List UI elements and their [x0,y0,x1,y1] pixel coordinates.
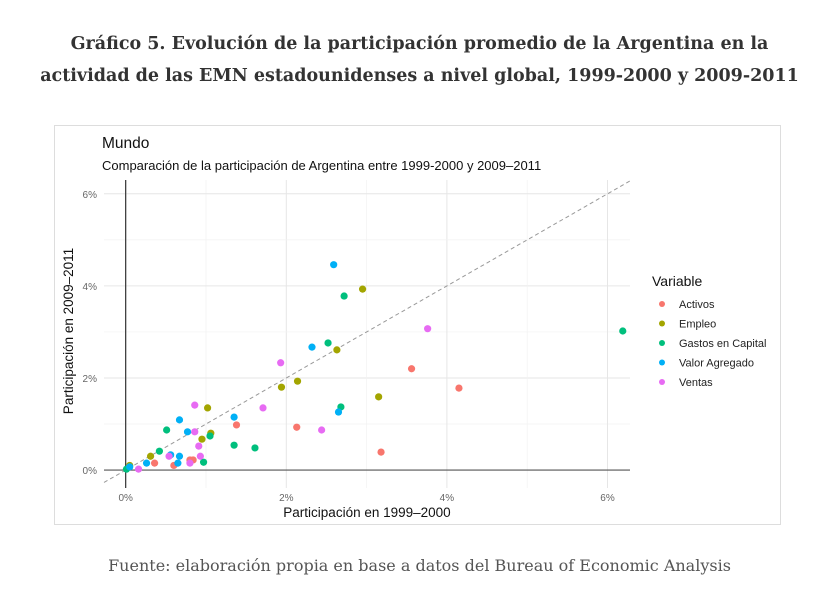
data-point-ventas [186,459,194,467]
data-point-ventas [424,325,432,333]
chart-frame [54,125,781,525]
legend-key [659,340,665,346]
data-point-empleo [198,435,206,443]
x-tick-label: 0% [118,493,133,504]
data-point-gastos-en-capital [155,447,164,455]
data-point-ventas [191,401,199,409]
data-point-ventas [259,404,267,412]
data-point-empleo [358,285,367,293]
data-point-ventas [277,359,285,367]
data-point-activos [293,423,301,431]
legend-label: Valor Agregado [679,358,754,370]
legend-key [659,359,665,366]
data-point-valor-agregado [183,428,192,436]
y-tick-label: 0% [83,466,98,477]
legend-label: Activos [679,299,715,311]
data-point-empleo [203,404,212,412]
legend-label: Empleo [679,319,716,331]
x-tick-label: 4% [440,493,455,504]
figure-title-line1: Gráfico 5. Evolución de la participación… [70,34,769,54]
data-point-ventas [195,442,203,450]
data-point-activos [150,459,159,467]
y-tick-label: 4% [83,282,98,293]
data-point-gastos-en-capital [163,426,171,434]
data-point-gastos-en-capital [251,444,259,452]
data-point-activos [232,421,241,429]
y-tick-label: 6% [83,190,98,201]
data-point-valor-agregado [142,459,151,467]
data-point-ventas [165,452,173,460]
data-point-empleo [146,452,155,460]
data-point-valor-agregado [175,452,184,460]
data-point-valor-agregado [334,408,343,416]
x-axis-label: Participación en 1999–2000 [283,505,450,520]
data-point-gastos-en-capital [199,458,208,466]
data-point-gastos-en-capital [230,441,238,449]
legend-key [659,379,665,385]
data-point-empleo [277,383,286,391]
legend-key [659,301,665,307]
data-point-valor-agregado [330,261,338,269]
data-point-activos [377,448,385,456]
figure-title: Gráfico 5. Evolución de la participación… [0,28,839,92]
legend-label: Ventas [679,377,713,389]
x-tick-label: 6% [600,493,615,504]
data-point-activos [455,384,463,392]
data-point-gastos-en-capital [340,292,348,300]
data-point-ventas [196,452,204,460]
data-point-ventas [318,426,326,434]
data-point-activos [407,365,416,373]
data-point-valor-agregado [175,416,184,424]
chart-title: Mundo [102,135,149,152]
caption: Fuente: elaboración propia en base a dat… [108,556,731,575]
data-point-valor-agregado [230,413,238,421]
y-axis-label: Participación en 2009–2011 [61,248,76,414]
data-point-valor-agregado [308,343,316,351]
data-point-valor-agregado [126,463,134,471]
legend-key [659,320,665,327]
data-point-gastos-en-capital [206,432,214,440]
data-point-ventas [134,465,143,473]
data-point-gastos-en-capital [619,327,627,335]
data-point-ventas [191,428,199,436]
data-point-empleo [375,393,383,401]
legend-title: Variable [652,273,703,289]
y-tick-label: 2% [83,374,98,385]
data-point-valor-agregado [174,459,182,467]
data-point-gastos-en-capital [324,339,332,347]
x-tick-label: 2% [279,493,294,504]
chart-subtitle: Comparación de la participación de Argen… [102,158,541,173]
legend-label: Gastos en Capital [679,338,766,350]
figure-title-line2: actividad de las EMN estadounidenses a n… [40,66,799,86]
data-point-empleo [333,346,341,354]
data-point-empleo [293,377,302,385]
